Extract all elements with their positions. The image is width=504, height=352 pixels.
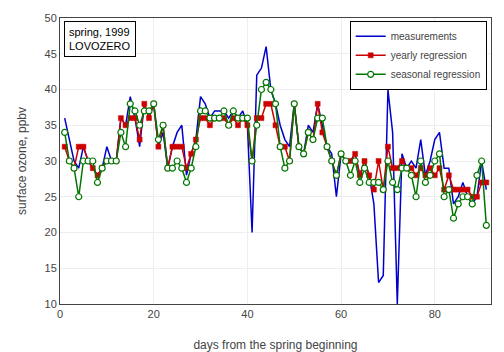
svg-text:35: 35	[45, 119, 57, 131]
svg-text:spring, 1999LOVOZERO: spring, 1999LOVOZERO	[69, 26, 131, 52]
svg-text:15: 15	[45, 262, 57, 274]
svg-text:10: 10	[45, 298, 57, 310]
svg-text:40: 40	[45, 83, 57, 95]
svg-text:50: 50	[45, 12, 57, 24]
svg-text:yearly regression: yearly regression	[391, 50, 467, 61]
svg-text:surface ozone, ppbv: surface ozone, ppbv	[15, 107, 29, 215]
svg-text:60: 60	[335, 308, 347, 320]
svg-text:measurements: measurements	[391, 31, 457, 42]
svg-text:20: 20	[148, 308, 160, 320]
svg-text:30: 30	[45, 155, 57, 167]
svg-text:25: 25	[45, 191, 57, 203]
svg-text:40: 40	[241, 308, 253, 320]
svg-text:days from the spring beginning: days from the spring beginning	[193, 338, 357, 352]
svg-text:45: 45	[45, 48, 57, 60]
svg-text:seasonal regression: seasonal regression	[391, 69, 481, 80]
svg-text:0: 0	[57, 308, 63, 320]
svg-text:20: 20	[45, 226, 57, 238]
svg-text:80: 80	[429, 308, 441, 320]
